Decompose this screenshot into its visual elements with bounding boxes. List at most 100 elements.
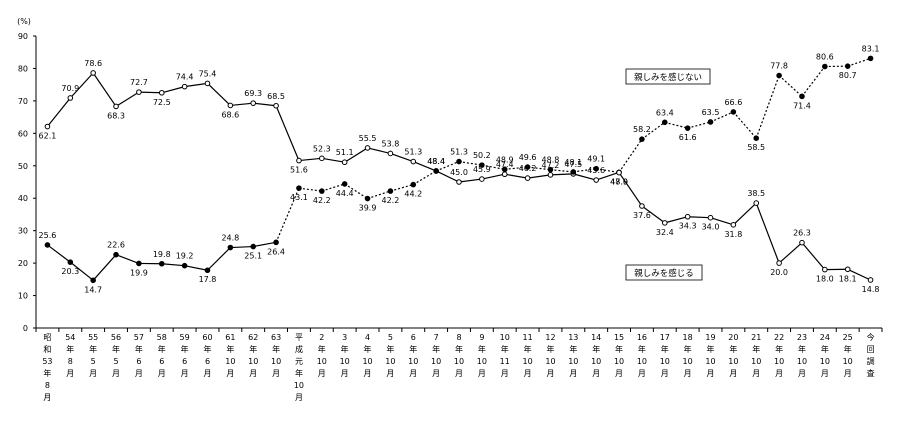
series-segment bbox=[733, 112, 756, 138]
close-data-label: 19.9 bbox=[130, 268, 148, 277]
close-data-label: 51.3 bbox=[450, 148, 468, 157]
series-segment bbox=[688, 122, 711, 128]
legend-not-close: 親しみを感じない bbox=[626, 69, 710, 84]
series-segment bbox=[756, 203, 779, 263]
series-segment bbox=[299, 188, 322, 191]
not-close-point bbox=[205, 81, 210, 86]
not-close-point bbox=[731, 110, 736, 115]
legend-label-not-close: 親しみを感じない bbox=[634, 72, 702, 83]
not-close-point bbox=[320, 156, 325, 161]
not-close-point bbox=[91, 71, 96, 76]
series-segment bbox=[550, 170, 573, 172]
not-close-data-label: 69.3 bbox=[244, 89, 262, 98]
series-segment bbox=[779, 76, 802, 97]
series-segment bbox=[802, 66, 825, 96]
close-data-label: 43.1 bbox=[290, 193, 308, 202]
close-point bbox=[731, 223, 736, 228]
y-tick-label: 90 bbox=[18, 32, 28, 41]
close-data-label: 38.5 bbox=[747, 189, 765, 198]
series-segment bbox=[848, 58, 871, 66]
close-point bbox=[137, 261, 142, 266]
close-point bbox=[685, 214, 690, 219]
close-point bbox=[45, 243, 50, 248]
not-close-data-label: 45.6 bbox=[587, 166, 605, 175]
close-point bbox=[868, 278, 873, 283]
y-tick-label: 60 bbox=[18, 129, 28, 138]
not-close-point bbox=[342, 160, 347, 165]
close-data-label: 17.8 bbox=[199, 275, 217, 284]
close-point bbox=[800, 240, 805, 245]
close-point bbox=[823, 267, 828, 272]
not-close-data-label: 80.6 bbox=[816, 52, 834, 61]
close-data-label: 49.6 bbox=[519, 153, 537, 162]
close-point bbox=[388, 189, 393, 194]
close-point bbox=[708, 215, 713, 220]
close-data-label: 14.7 bbox=[84, 285, 102, 294]
close-data-label: 18.0 bbox=[816, 275, 834, 284]
series-segment bbox=[253, 103, 276, 106]
not-close-data-label: 51.3 bbox=[404, 148, 422, 157]
close-point bbox=[297, 186, 302, 191]
series-segment bbox=[230, 103, 253, 105]
close-data-label: 31.8 bbox=[724, 230, 742, 239]
close-data-label: 18.1 bbox=[839, 274, 857, 283]
not-close-data-label: 51.6 bbox=[290, 166, 308, 175]
y-tick-label: 50 bbox=[18, 162, 28, 171]
close-data-label: 48.4 bbox=[427, 157, 445, 166]
series-segment bbox=[162, 87, 185, 93]
not-close-point bbox=[114, 104, 119, 109]
close-data-label: 42.2 bbox=[313, 196, 331, 205]
not-close-data-label: 51.1 bbox=[336, 148, 354, 157]
not-close-data-label: 77.8 bbox=[770, 62, 788, 71]
not-close-data-label: 53.8 bbox=[381, 139, 399, 148]
series-segment bbox=[185, 83, 208, 86]
series-segment bbox=[779, 243, 802, 263]
not-close-point bbox=[457, 180, 462, 185]
y-tick-label: 10 bbox=[18, 292, 28, 301]
close-data-label: 48.1 bbox=[564, 158, 582, 167]
series-segment bbox=[688, 217, 711, 218]
close-point bbox=[205, 268, 210, 273]
not-close-data-label: 46.2 bbox=[519, 164, 537, 173]
close-data-label: 48.8 bbox=[542, 156, 560, 165]
series-segment bbox=[733, 203, 756, 225]
not-close-point bbox=[548, 173, 553, 178]
close-data-label: 26.3 bbox=[793, 229, 811, 238]
not-close-point bbox=[662, 120, 667, 125]
not-close-data-label: 66.6 bbox=[724, 98, 742, 107]
close-data-label: 19.2 bbox=[176, 252, 194, 261]
not-close-data-label: 83.1 bbox=[862, 44, 880, 53]
close-point bbox=[182, 263, 187, 268]
series-segment bbox=[116, 255, 139, 264]
close-data-label: 34.3 bbox=[679, 222, 697, 231]
close-data-label: 22.6 bbox=[107, 241, 125, 250]
not-close-point bbox=[708, 120, 713, 125]
close-point bbox=[617, 170, 622, 175]
not-close-data-label: 63.5 bbox=[702, 108, 720, 117]
y-tick-label: 80 bbox=[18, 64, 28, 73]
not-close-point bbox=[274, 103, 279, 108]
close-point bbox=[159, 261, 164, 266]
close-point bbox=[274, 240, 279, 245]
close-point bbox=[640, 204, 645, 209]
